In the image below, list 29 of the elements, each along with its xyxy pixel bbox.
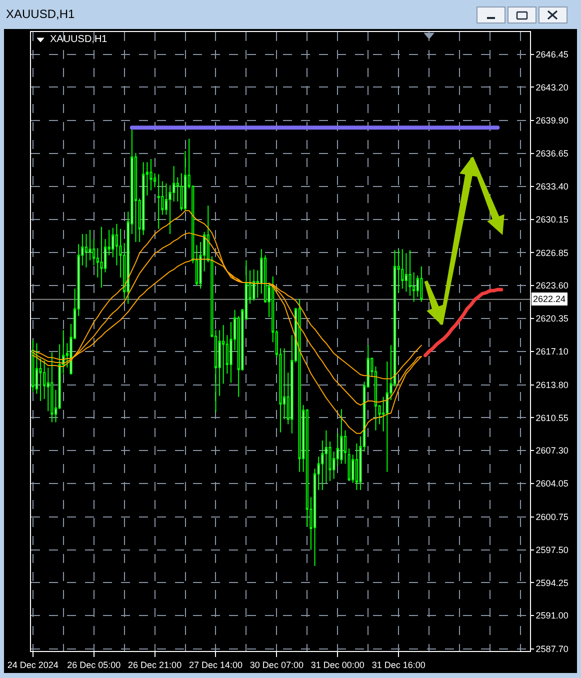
x-tick-label: 26 Dec 21:00 [128, 660, 182, 670]
chart-title: XAUUSD,H1 [6, 7, 76, 22]
y-tick-label: 2636.65 [536, 148, 568, 159]
y-tick-label: 2630.15 [536, 214, 568, 224]
y-tick-label: 2600.75 [536, 512, 568, 522]
y-tick-label: 2594.25 [536, 578, 568, 588]
x-tick-label: 27 Dec 14:00 [188, 660, 243, 670]
x-tick-label: 31 Dec 16:00 [372, 660, 426, 670]
y-tick-label: 2626.85 [536, 248, 568, 258]
y-tick-label: 2643.20 [536, 82, 568, 92]
y-tick-label: 2610.55 [536, 412, 568, 423]
y-tick-label: 2617.10 [536, 346, 568, 357]
y-tick-label: 2633.40 [536, 182, 568, 192]
y-tick-label: 2620.35 [536, 314, 568, 324]
y-tick-label: 2639.90 [536, 116, 568, 126]
annotation: XAUUSD,H1 [50, 34, 108, 45]
y-tick-label: 2597.50 [536, 544, 568, 555]
y-tick-label: 2646.45 [536, 49, 568, 60]
y-tick-label: 2591.00 [536, 610, 568, 621]
y-tick-label: 2587.70 [536, 644, 568, 654]
y-tick-label: 2623.60 [536, 280, 568, 291]
ref-line-label: 2622.24 [533, 294, 566, 304]
y-tick-label: 2613.80 [536, 380, 568, 390]
x-tick-label: 24 Dec 2024 [7, 660, 58, 670]
x-tick-label: 31 Dec 00:00 [310, 660, 364, 670]
x-tick-label: 26 Dec 05:00 [67, 660, 121, 670]
y-tick-label: 2604.05 [536, 478, 568, 489]
x-tick-label: 30 Dec 07:00 [250, 660, 304, 670]
y-tick-label: 2607.30 [536, 446, 568, 456]
